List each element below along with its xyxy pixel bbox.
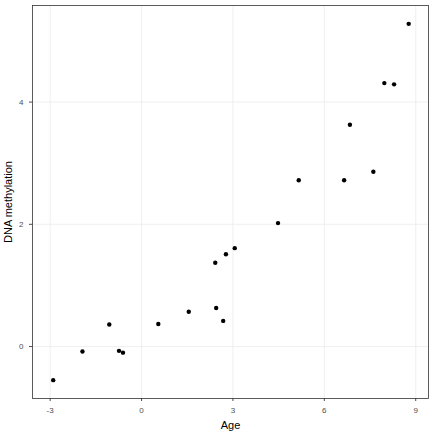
svg-text:4: 4 xyxy=(19,98,24,107)
svg-text:6: 6 xyxy=(322,406,327,415)
svg-text:-3: -3 xyxy=(47,406,55,415)
svg-text:Age: Age xyxy=(221,419,241,431)
svg-text:DNA methylation: DNA methylation xyxy=(2,161,14,243)
svg-text:3: 3 xyxy=(231,406,236,415)
svg-text:9: 9 xyxy=(413,406,418,415)
svg-text:0: 0 xyxy=(139,406,144,415)
svg-text:2: 2 xyxy=(19,220,24,229)
svg-text:0: 0 xyxy=(19,342,24,351)
